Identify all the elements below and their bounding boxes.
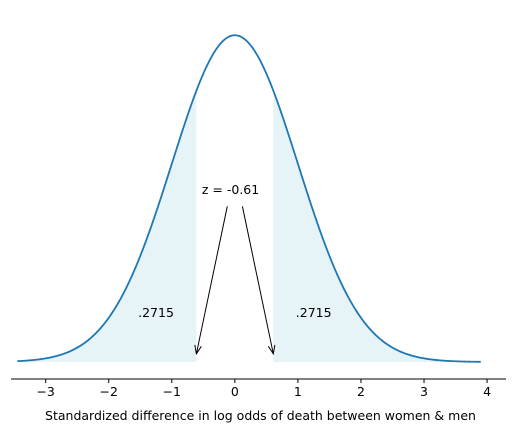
region-labels: .2715 .2715 bbox=[138, 305, 331, 320]
annotation-arrow-line bbox=[241, 206, 274, 354]
x-tick-label: 4 bbox=[483, 384, 491, 399]
annotation-arrow-line bbox=[195, 206, 228, 354]
x-tick-label: −3 bbox=[36, 384, 54, 399]
x-tick-label: 2 bbox=[357, 384, 365, 399]
shaded-tail-regions bbox=[17, 90, 481, 362]
x-tick-label: −2 bbox=[100, 384, 118, 399]
shaded-tail-region-2 bbox=[273, 90, 481, 362]
region-probability-label: .2715 bbox=[138, 305, 174, 320]
x-axis-ticks: −3 −2 −1 0 1 2 3 4 bbox=[36, 379, 491, 399]
x-tick-label: −1 bbox=[163, 384, 181, 399]
density-curve bbox=[17, 34, 481, 363]
annotation-arrow-head bbox=[194, 344, 202, 356]
region-probability-label: .2715 bbox=[296, 305, 332, 320]
shaded-tail-region-1 bbox=[17, 90, 197, 362]
z-score-annotation: z = -0.61 bbox=[202, 182, 259, 197]
x-tick-label: 0 bbox=[231, 384, 239, 399]
z-annotation: z = -0.61 bbox=[194, 182, 276, 356]
annotation-arrow-head bbox=[267, 344, 276, 356]
x-tick-label: 1 bbox=[294, 384, 302, 399]
x-axis-label: Standardized difference in log odds of d… bbox=[45, 408, 476, 423]
x-tick-label: 3 bbox=[420, 384, 428, 399]
